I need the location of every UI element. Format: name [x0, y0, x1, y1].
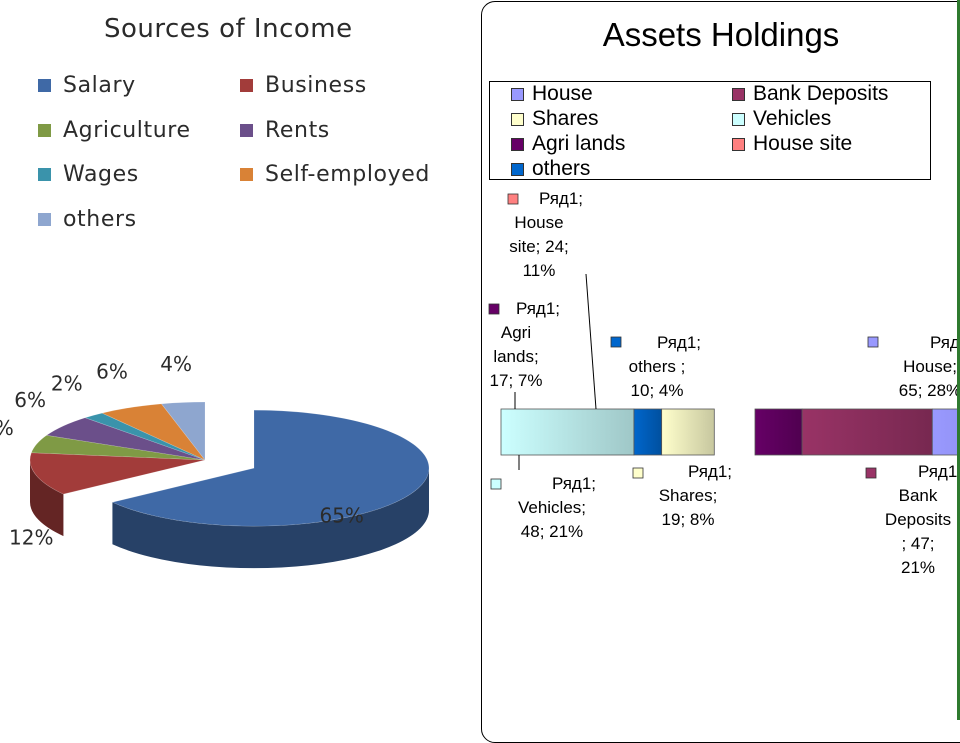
data-label-swatch-others [610, 336, 622, 348]
income-chart: Sources of Income Salary Business Agricult… [0, 0, 480, 720]
legend-item-wages: Wages [38, 162, 139, 187]
leader-line-house-site [585, 273, 597, 410]
legend-item-others: others [511, 157, 590, 181]
legend-item-vehicles: Vehicles [732, 107, 831, 131]
legend-item-house: House [511, 82, 593, 106]
income-pie: 65%12%5%6%2%6%4% [0, 352, 430, 569]
assets-chart-title: Assets Holdings [602, 16, 840, 53]
pie-label-rents: 6% [14, 388, 46, 412]
pie-label-business: 12% [9, 525, 53, 549]
legend-label: Wages [63, 162, 139, 187]
slide-edge [957, 0, 960, 720]
legend-label: Shares [532, 107, 599, 130]
data-label-swatch-house [867, 336, 879, 348]
pie-slice-self-employed [101, 403, 206, 461]
bar-segment-bank-deposits [801, 408, 933, 456]
legend-item-self-employed: Self-employed [240, 162, 430, 187]
pie-slice-rents [45, 417, 206, 461]
data-label-swatch-shares [632, 467, 644, 479]
bar-segment-agri-lands [754, 408, 803, 456]
legend-label: others [532, 157, 591, 180]
data-label-bank-deposits: Ряд1; Bank Deposits; 47; 21% [885, 462, 960, 577]
legend-swatch [511, 137, 524, 151]
legend-item-rents: Rents [240, 118, 330, 143]
legend-label: Agriculture [63, 118, 191, 143]
pie-label-agriculture: 5% [0, 416, 14, 440]
pie-slice-salary [111, 409, 430, 527]
data-label-swatch-vehicles [490, 478, 502, 490]
pie-label-salary: 65% [319, 504, 363, 528]
legend-swatch [511, 162, 524, 176]
legend-swatch [38, 124, 51, 137]
legend-swatch [511, 87, 524, 101]
legend-label: others [63, 207, 137, 232]
assets-chart: Assets Holdings House Bank Deposits Shares… [481, 1, 960, 743]
legend-swatch [38, 168, 51, 181]
data-label-house-site: Ряд1; House site; 24; 11% [509, 189, 583, 280]
legend-swatch [732, 87, 745, 101]
bar-segment-shares [661, 408, 715, 456]
pie-label-others: 4% [160, 352, 192, 376]
legend-item-others: others [38, 207, 137, 232]
legend-swatch [240, 168, 253, 181]
pie-side-business [30, 460, 64, 537]
legend-swatch [511, 112, 524, 126]
legend-item-business: Business [240, 73, 367, 98]
legend-swatch [732, 112, 745, 126]
legend-label: Self-employed [265, 162, 430, 187]
legend-swatch [38, 79, 51, 92]
legend-item-agriculture: Agriculture [38, 118, 191, 143]
legend-label: Vehicles [753, 107, 832, 130]
legend-label: Bank Deposits [753, 82, 889, 105]
legend-swatch [38, 213, 51, 226]
legend-label: Rents [265, 118, 330, 143]
pie-slice-others [160, 401, 206, 461]
data-label-swatch-agri-lands [488, 303, 500, 315]
legend-label: Agri lands [532, 132, 626, 155]
pie-slice-agriculture [30, 434, 206, 461]
pie-slice-business [29, 452, 206, 495]
pie-slice-wages [84, 412, 206, 461]
legend-item-bank-deposits: Bank Deposits [732, 82, 888, 106]
data-label-agri-lands: Ряд1; Agri lands; 17; 7% [490, 299, 561, 390]
pie-label-self-employed: 6% [96, 360, 128, 384]
pie-label-wages: 2% [51, 372, 83, 396]
bar-segment-others [633, 408, 663, 456]
legend-label: House [532, 82, 593, 105]
data-label-shares: Ряд1; Shares; 19; 8% [659, 462, 732, 529]
income-chart-title: Sources of Income [104, 14, 353, 44]
legend-swatch [732, 137, 745, 151]
bar-segment-vehicles [500, 408, 635, 456]
data-label-house: Ряд1;House;65; 28% [899, 333, 960, 400]
legend-swatch [240, 124, 253, 137]
legend-item-shares: Shares [511, 107, 599, 131]
legend-label: Business [265, 73, 367, 98]
legend-label: House site [753, 132, 853, 155]
legend-item-salary: Salary [38, 73, 136, 98]
legend-item-agri-lands: Agri lands [511, 132, 625, 156]
legend-swatch [240, 79, 253, 92]
pie-side-salary [112, 468, 430, 569]
data-label-others: Ряд1; others ; 10; 4% [629, 333, 701, 400]
bar-segment-house [931, 408, 960, 456]
data-label-swatch-house-site [507, 193, 519, 205]
legend-item-house-site: House site [732, 132, 852, 156]
legend-label: Salary [63, 73, 136, 98]
data-label-vehicles: Ряд1; Vehicles; 48; 21% [518, 474, 596, 541]
assets-legend: House Bank Deposits Shares Vehicles Agri lan… [489, 81, 931, 180]
data-label-swatch-bank-deposits [865, 467, 877, 479]
